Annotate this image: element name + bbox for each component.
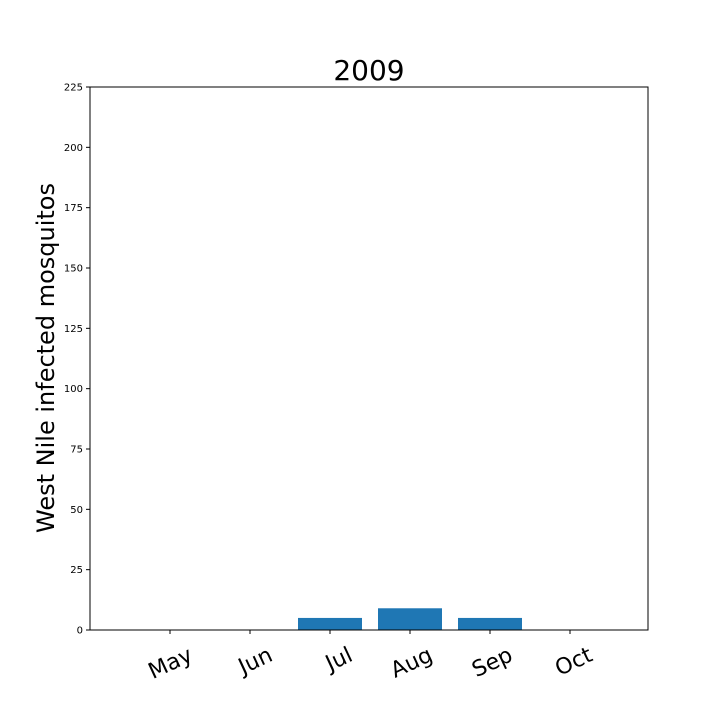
bars-group	[298, 608, 522, 630]
y-tick-label: 0	[77, 626, 83, 637]
y-tick-label: 125	[64, 324, 83, 335]
y-tick-label: 175	[64, 203, 83, 214]
chart-title: 2009	[333, 54, 404, 87]
y-tick-label: 50	[70, 505, 83, 516]
x-tick-label-jul: Jul	[320, 643, 356, 678]
x-tick-label-aug: Aug	[387, 643, 437, 684]
y-axis-label: West Nile infected mosquitos	[32, 183, 60, 533]
x-tick-label-sep: Sep	[468, 643, 516, 683]
bar-aug	[378, 608, 442, 630]
x-tick-label-oct: Oct	[551, 643, 596, 682]
y-axis: 0 25 50 75 100 125 150 175 200 225	[64, 83, 90, 637]
y-tick-label: 75	[70, 445, 83, 456]
bar-jul	[298, 617, 362, 630]
x-tick-label-may: May	[145, 643, 197, 685]
plot-frame	[89, 86, 649, 631]
y-tick-label: 200	[64, 143, 83, 154]
y-tick-label: 150	[64, 264, 83, 275]
bar-sep	[458, 617, 522, 630]
y-tick-label: 225	[64, 83, 83, 94]
x-tick-label-jun: Jun	[233, 643, 277, 681]
x-axis: May Jun Jul Aug Sep Oct	[145, 630, 597, 685]
y-tick-label: 100	[64, 384, 83, 395]
y-tick-label: 25	[70, 565, 83, 576]
